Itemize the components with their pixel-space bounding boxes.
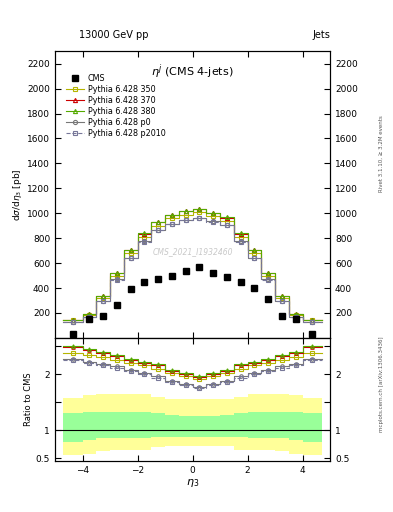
CMS [225, 274, 230, 280]
CMS [142, 280, 147, 286]
CMS [101, 313, 106, 319]
CMS [252, 285, 257, 291]
Y-axis label: Ratio to CMS: Ratio to CMS [24, 373, 33, 426]
CMS [239, 279, 243, 285]
Text: $\eta^j$ (CMS 4-jets): $\eta^j$ (CMS 4-jets) [151, 62, 234, 81]
CMS [211, 270, 216, 276]
CMS [266, 296, 271, 303]
CMS [310, 331, 315, 337]
X-axis label: $\eta_3$: $\eta_3$ [186, 477, 199, 489]
CMS [294, 315, 298, 322]
CMS [115, 302, 119, 308]
Text: CMS_2021_I1932460: CMS_2021_I1932460 [152, 247, 233, 257]
Legend: CMS, Pythia 6.428 350, Pythia 6.428 370, Pythia 6.428 380, Pythia 6.428 p0, Pyth: CMS, Pythia 6.428 350, Pythia 6.428 370,… [64, 72, 167, 140]
CMS [156, 276, 161, 283]
CMS [197, 264, 202, 270]
CMS [129, 286, 133, 292]
Y-axis label: d$\sigma$/d$\eta_3$ [pb]: d$\sigma$/d$\eta_3$ [pb] [11, 168, 24, 221]
Line: CMS: CMS [70, 264, 315, 337]
CMS [71, 331, 75, 337]
Text: mcplots.cern.ch [arXiv:1306.3436]: mcplots.cern.ch [arXiv:1306.3436] [379, 336, 384, 432]
CMS [184, 268, 188, 274]
CMS [87, 315, 92, 322]
Text: 13000 GeV pp: 13000 GeV pp [79, 30, 148, 40]
Text: Jets: Jets [312, 30, 330, 40]
CMS [170, 272, 174, 279]
Text: Rivet 3.1.10, ≥ 3.2M events: Rivet 3.1.10, ≥ 3.2M events [379, 115, 384, 192]
CMS [280, 313, 285, 319]
